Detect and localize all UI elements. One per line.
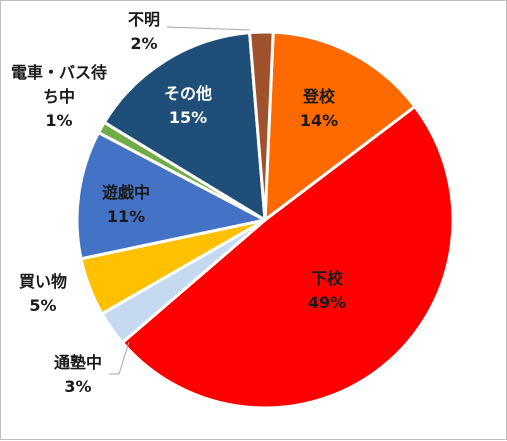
percent-label-5: 1%	[45, 111, 72, 130]
category-label-5: ち中	[43, 87, 75, 106]
percent-label-7: 2%	[130, 34, 157, 53]
data-label-6: その他 15%	[164, 84, 212, 127]
percent-label-6: 15%	[169, 108, 207, 127]
percent-label-1: 49%	[308, 293, 346, 312]
data-label-2: 通塾中 3%	[54, 353, 102, 396]
leader-line-2	[109, 341, 130, 375]
percent-label-3: 5%	[29, 296, 56, 315]
data-label-7: 不明 2%	[128, 10, 160, 53]
category-label-4: 遊戯中	[102, 183, 150, 202]
leader-line-7	[166, 26, 251, 31]
category-label-5: 電車・バス待	[11, 63, 107, 82]
pie-slice-0	[263, 30, 417, 222]
category-label-0: 登校	[302, 87, 336, 106]
data-label-4: 遊戯中 11%	[102, 183, 150, 226]
data-label-3: 買い物 5%	[19, 272, 67, 315]
pie-slice-4	[75, 131, 267, 261]
pie-slice-1	[120, 105, 455, 410]
category-label-3: 買い物	[19, 272, 67, 291]
category-label-2: 通塾中	[54, 353, 102, 372]
data-label-1: 下校 49%	[308, 269, 346, 312]
category-label-1: 下校	[311, 269, 344, 288]
pie-slice-7	[248, 30, 275, 222]
pie-slice-6	[102, 31, 267, 222]
percent-label-4: 11%	[107, 207, 145, 226]
percent-label-0: 14%	[300, 111, 338, 130]
percent-label-2: 3%	[64, 377, 91, 396]
category-label-6: その他	[164, 84, 212, 103]
data-label-0: 登校 14%	[300, 87, 338, 130]
category-label-7: 不明	[128, 10, 160, 29]
